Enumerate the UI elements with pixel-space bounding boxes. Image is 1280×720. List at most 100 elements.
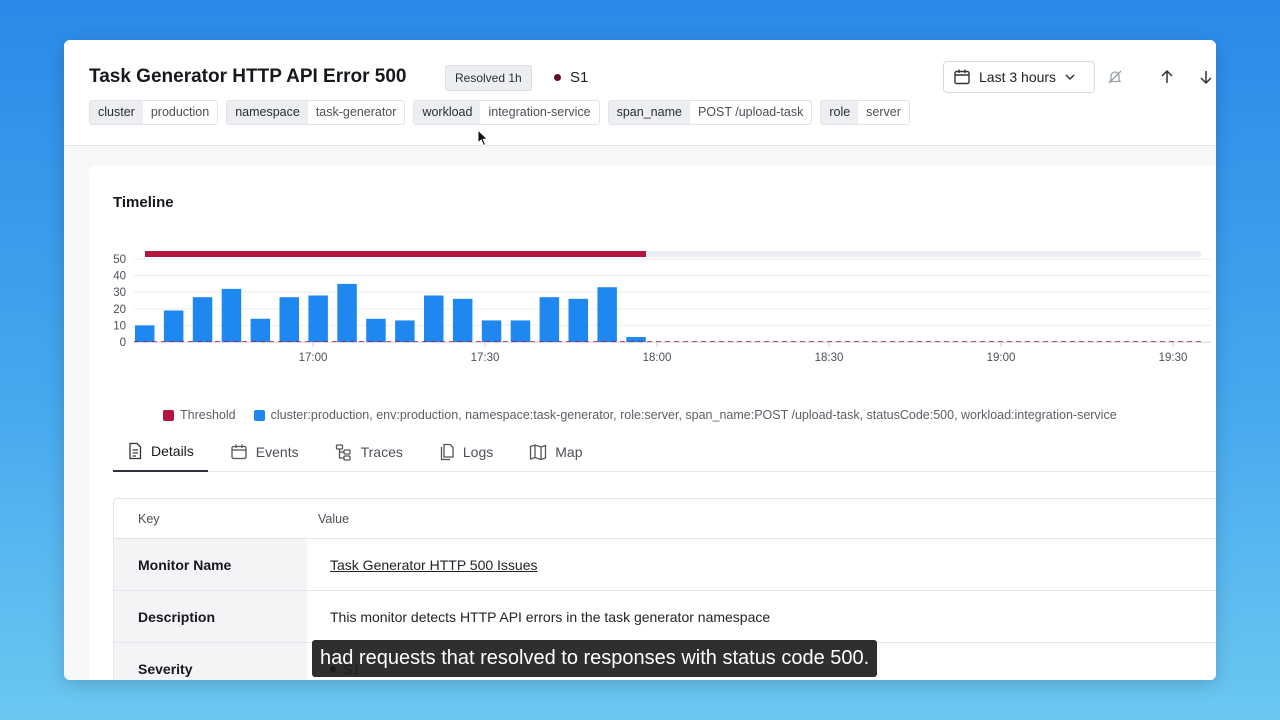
arrow-down-icon[interactable] (1196, 67, 1216, 87)
incident-header: Task Generator HTTP API Error 500 Resolv… (64, 40, 1216, 146)
bar (510, 320, 531, 342)
y-tick-label: 20 (113, 304, 126, 316)
calendar-icon (231, 444, 247, 460)
severity-dot-icon (554, 73, 561, 81)
tag-value: POST /upload-task (689, 101, 812, 124)
incident-panel: Timeline 0 10 20 30 40 50 17:00 17:30 18:00 18:30… (89, 166, 1216, 680)
arrow-up-icon[interactable] (1157, 67, 1177, 87)
time-range-label: Last 3 hours (979, 69, 1057, 85)
tag-value: task-generator (307, 101, 405, 124)
x-tick-label: 17:30 (471, 352, 500, 364)
legend-label-threshold: Threshold (180, 408, 236, 422)
table-row: Monitor Name Task Generator HTTP 500 Iss… (114, 539, 1216, 591)
x-tick-label: 19:00 (987, 352, 1016, 364)
status-badge: Resolved 1h (445, 65, 532, 91)
tag-cluster[interactable]: cluster production (89, 100, 219, 125)
bar (626, 337, 646, 342)
traces-icon (335, 444, 351, 461)
x-tick-label: 18:00 (643, 352, 672, 364)
y-tick-label: 10 (113, 320, 126, 332)
bar (452, 298, 473, 342)
mute-bell-icon[interactable] (1105, 67, 1125, 87)
legend-item-threshold[interactable]: Threshold (163, 408, 236, 422)
details-table: Key Value Monitor Name Task Generator HT… (113, 498, 1216, 680)
chevron-down-icon (1065, 74, 1075, 81)
row-key: Description (114, 591, 307, 642)
map-icon (530, 444, 547, 461)
y-tick-label: 50 (113, 254, 126, 266)
table-row: Severity S1 (114, 643, 1216, 680)
tab-details-label: Details (151, 443, 194, 459)
bar (163, 310, 184, 342)
tag-value: server (858, 101, 909, 124)
table-header: Key Value (114, 499, 1216, 539)
bar (366, 318, 386, 342)
tag-span-name[interactable]: span_name POST /upload-task (607, 100, 813, 125)
tab-map[interactable]: Map (515, 432, 596, 472)
video-caption: had requests that resolved to responses … (312, 640, 878, 677)
tag-key: namespace (227, 101, 308, 124)
tab-details[interactable]: Details (113, 432, 208, 472)
row-key: Severity (114, 643, 307, 680)
tag-key: span_name (608, 101, 690, 124)
column-header-value: Value (318, 511, 350, 526)
x-tick-label: 19:30 (1159, 352, 1188, 364)
y-tick-label: 30 (113, 287, 126, 299)
legend-swatch-threshold (163, 409, 174, 421)
bar (539, 297, 560, 342)
tag-list: cluster production namespace task-generato… (89, 100, 910, 125)
y-tick-label: 40 (113, 271, 126, 283)
mouse-cursor-icon (477, 129, 489, 147)
alert-band-active (145, 251, 646, 257)
document-icon (129, 442, 142, 460)
page-title: Task Generator HTTP API Error 500 (89, 66, 407, 87)
bar (597, 287, 617, 342)
tab-events-label: Events (255, 444, 299, 460)
row-value: Task Generator HTTP 500 Issues (307, 539, 538, 590)
tab-logs[interactable]: Logs (425, 432, 507, 472)
tag-value: integration-service (480, 101, 599, 124)
bar (568, 298, 588, 342)
row-key: Monitor Name (114, 539, 307, 590)
timeline-chart: 0 10 20 30 40 50 17:00 17:30 18:00 18:30 19:00 19:3… (113, 251, 1211, 364)
tag-namespace[interactable]: namespace task-generator (226, 100, 406, 125)
tab-map-label: Map (555, 444, 583, 460)
x-tick-label: 17:00 (299, 352, 328, 364)
bar (481, 320, 502, 342)
chart-legend: Threshold cluster:production, env:produc… (163, 408, 1135, 422)
monitor-name-link[interactable]: Task Generator HTTP 500 Issues (330, 556, 538, 573)
incident-window: Task Generator HTTP API Error 500 Resolv… (64, 40, 1216, 680)
tab-traces[interactable]: Traces (321, 432, 417, 472)
legend-label-series: cluster:production, env:production, name… (270, 408, 1117, 422)
legend-item-series[interactable]: cluster:production, env:production, name… (253, 408, 1117, 422)
tab-traces-label: Traces (360, 444, 403, 460)
bar (337, 283, 357, 342)
time-range-picker[interactable]: Last 3 hours (943, 61, 1095, 93)
tag-value: production (142, 101, 218, 124)
bar (279, 297, 299, 342)
tab-events[interactable]: Events (216, 432, 313, 472)
bar (192, 297, 213, 342)
content-area: Timeline 0 10 20 30 40 50 17:00 17:30 18:00 18:30… (64, 146, 1216, 680)
tab-logs-label: Logs (462, 444, 494, 460)
tag-workload[interactable]: workload integration-service (413, 100, 600, 125)
bar (424, 295, 444, 342)
tag-role[interactable]: role server (820, 100, 910, 125)
bar (308, 295, 328, 342)
severity-indicator: S1 (554, 67, 588, 87)
y-tick-label: 0 (120, 337, 126, 349)
bar (135, 325, 155, 342)
logs-icon (440, 443, 454, 461)
row-value: This monitor detects HTTP API errors in … (330, 608, 771, 625)
column-header-key: Key (138, 511, 160, 526)
timeline-title: Timeline (113, 194, 174, 211)
calendar-icon (954, 69, 970, 85)
table-row: Description This monitor detects HTTP AP… (114, 591, 1216, 643)
tag-key: workload (414, 101, 481, 124)
tag-key: cluster (90, 101, 143, 124)
detail-tabs: Details Events Traces Logs Map (113, 432, 1216, 472)
tag-key: role (821, 101, 859, 124)
alert-band-track (145, 251, 1201, 257)
legend-swatch-series (253, 409, 265, 421)
severity-label: S1 (570, 68, 589, 86)
